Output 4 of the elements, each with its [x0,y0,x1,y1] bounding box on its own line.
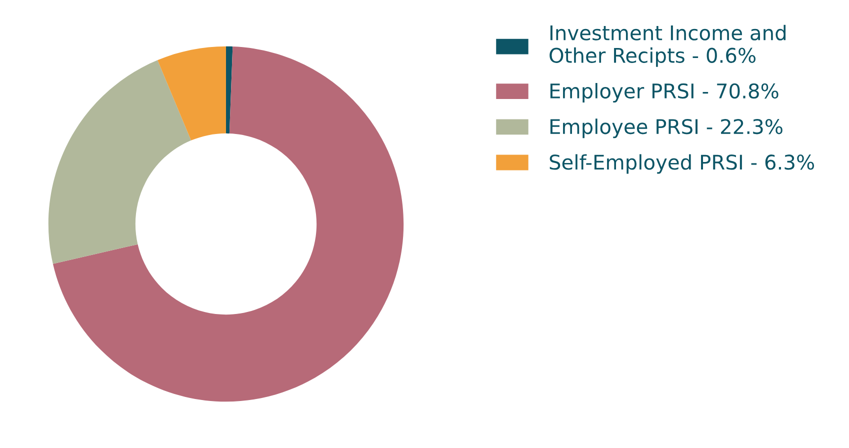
legend-label: Employer PRSI - 70.8% [550,83,778,102]
legend-label: Self-Employed PRSI - 6.3% [550,154,814,174]
legend-label: Investment Income and Other Recipts - 0.6% [550,24,786,67]
legend-label: Employee PRSI - 22.3% [550,118,782,138]
